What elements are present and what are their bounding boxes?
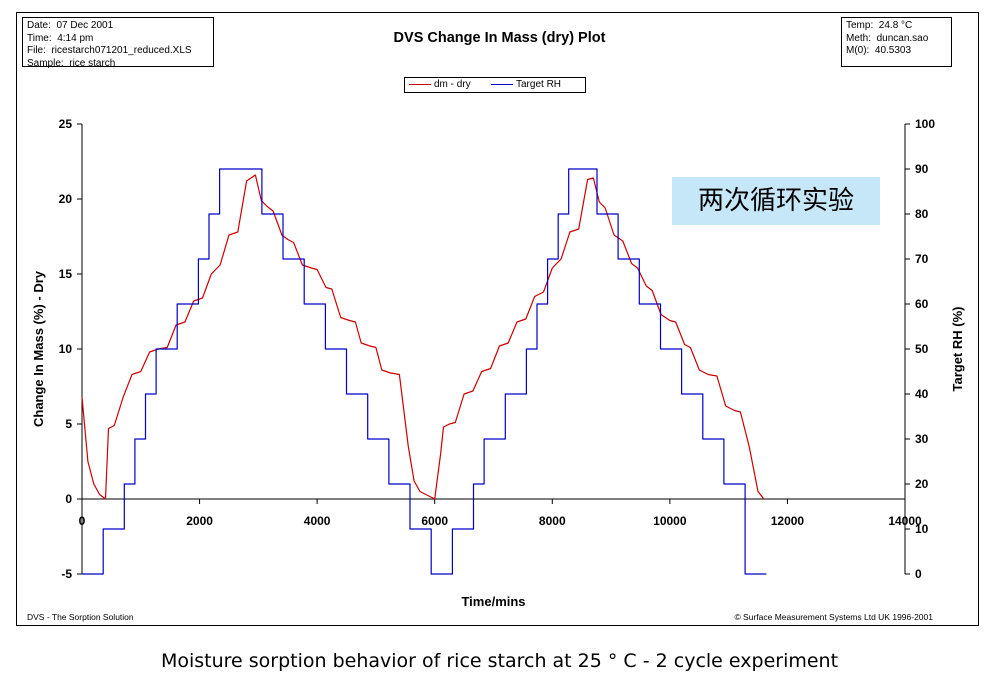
series-line-dm-dry: [81, 174, 765, 500]
info-file: File: ricestarch071201_reduced.XLS: [27, 45, 192, 56]
footer-left: DVS - The Sorption Solution: [27, 612, 134, 622]
y-tick-label: 20: [59, 192, 73, 206]
info-m0: M(0): 40.5303: [846, 45, 912, 56]
x-tick-label: 10000: [653, 514, 687, 528]
chart-title: DVS Change In Mass (dry) Plot: [393, 30, 606, 46]
info-time: Time: 4:14 pm: [27, 32, 94, 44]
y2-tick-label: 10: [915, 522, 929, 536]
x-tick-label: 0: [79, 514, 86, 528]
y-tick-label: -5: [61, 567, 72, 581]
legend-swatch-dm: [409, 83, 431, 85]
y2-axis-title: Target RH (%): [950, 307, 965, 392]
y2-tick-label: 80: [915, 207, 929, 221]
y2-tick-label: 60: [915, 297, 929, 311]
x-tick-label: 12000: [771, 514, 805, 528]
run-info-box: Date: 07 Dec 2001 Time: 4:14 pm File: ri…: [22, 17, 214, 69]
info-temp: Temp: 24.8 °C: [846, 20, 913, 31]
y-tick-label: 0: [65, 492, 72, 506]
x-tick-label: 8000: [539, 514, 566, 528]
x-tick-label: 6000: [421, 514, 448, 528]
legend-swatch-rh: [491, 83, 513, 85]
y2-tick-label: 30: [915, 432, 929, 446]
info-sample: Sample: rice starch: [27, 57, 116, 69]
y2-tick-label: 0: [915, 567, 922, 581]
y2-tick-label: 70: [915, 252, 929, 266]
legend-label-dm: dm - dry: [434, 79, 471, 90]
series-line-target-rh: [82, 168, 767, 575]
y2-tick-label: 40: [915, 387, 929, 401]
x-axis-title: Time/mins: [461, 594, 525, 609]
chart-legend: dm - dry Target RH: [404, 77, 586, 93]
x-tick-label: 14000: [888, 514, 922, 528]
x-tick-label: 4000: [304, 514, 331, 528]
footer-right: © Surface Measurement Systems Ltd UK 199…: [734, 612, 933, 622]
y-tick-label: 5: [65, 417, 72, 431]
chart-plot: -5 0 5 10 15 20 25 0 10 20 30 40 50 60 70 80 90 100 0 2000 4…: [31, 117, 965, 609]
y2-tick-label: 100: [915, 117, 935, 131]
y2-tick-label: 50: [915, 342, 929, 356]
figure-caption: Moisture sorption behavior of rice starc…: [160, 650, 839, 672]
y-tick-label: 15: [59, 267, 73, 281]
method-info-box: Temp: 24.8 °C Meth: duncan.sao M(0): 40.…: [841, 17, 952, 67]
y-tick-label: 10: [59, 342, 73, 356]
y2-tick-label: 90: [915, 162, 929, 176]
info-method: Meth: duncan.sao: [846, 32, 929, 44]
legend-item-rh: Target RH: [491, 79, 561, 90]
annotation-two-cycle: 两次循环实验: [672, 177, 880, 225]
legend-label-rh: Target RH: [516, 79, 562, 90]
chart-frame: [16, 12, 979, 626]
x-tick-label: 2000: [186, 514, 213, 528]
info-date: Date: 07 Dec 2001: [27, 20, 114, 31]
y-axis-title: Change In Mass (%) - Dry: [31, 270, 46, 427]
legend-item-dm: dm - dry: [409, 79, 471, 90]
y2-tick-label: 20: [915, 477, 929, 491]
y-tick-label: 25: [59, 117, 73, 131]
